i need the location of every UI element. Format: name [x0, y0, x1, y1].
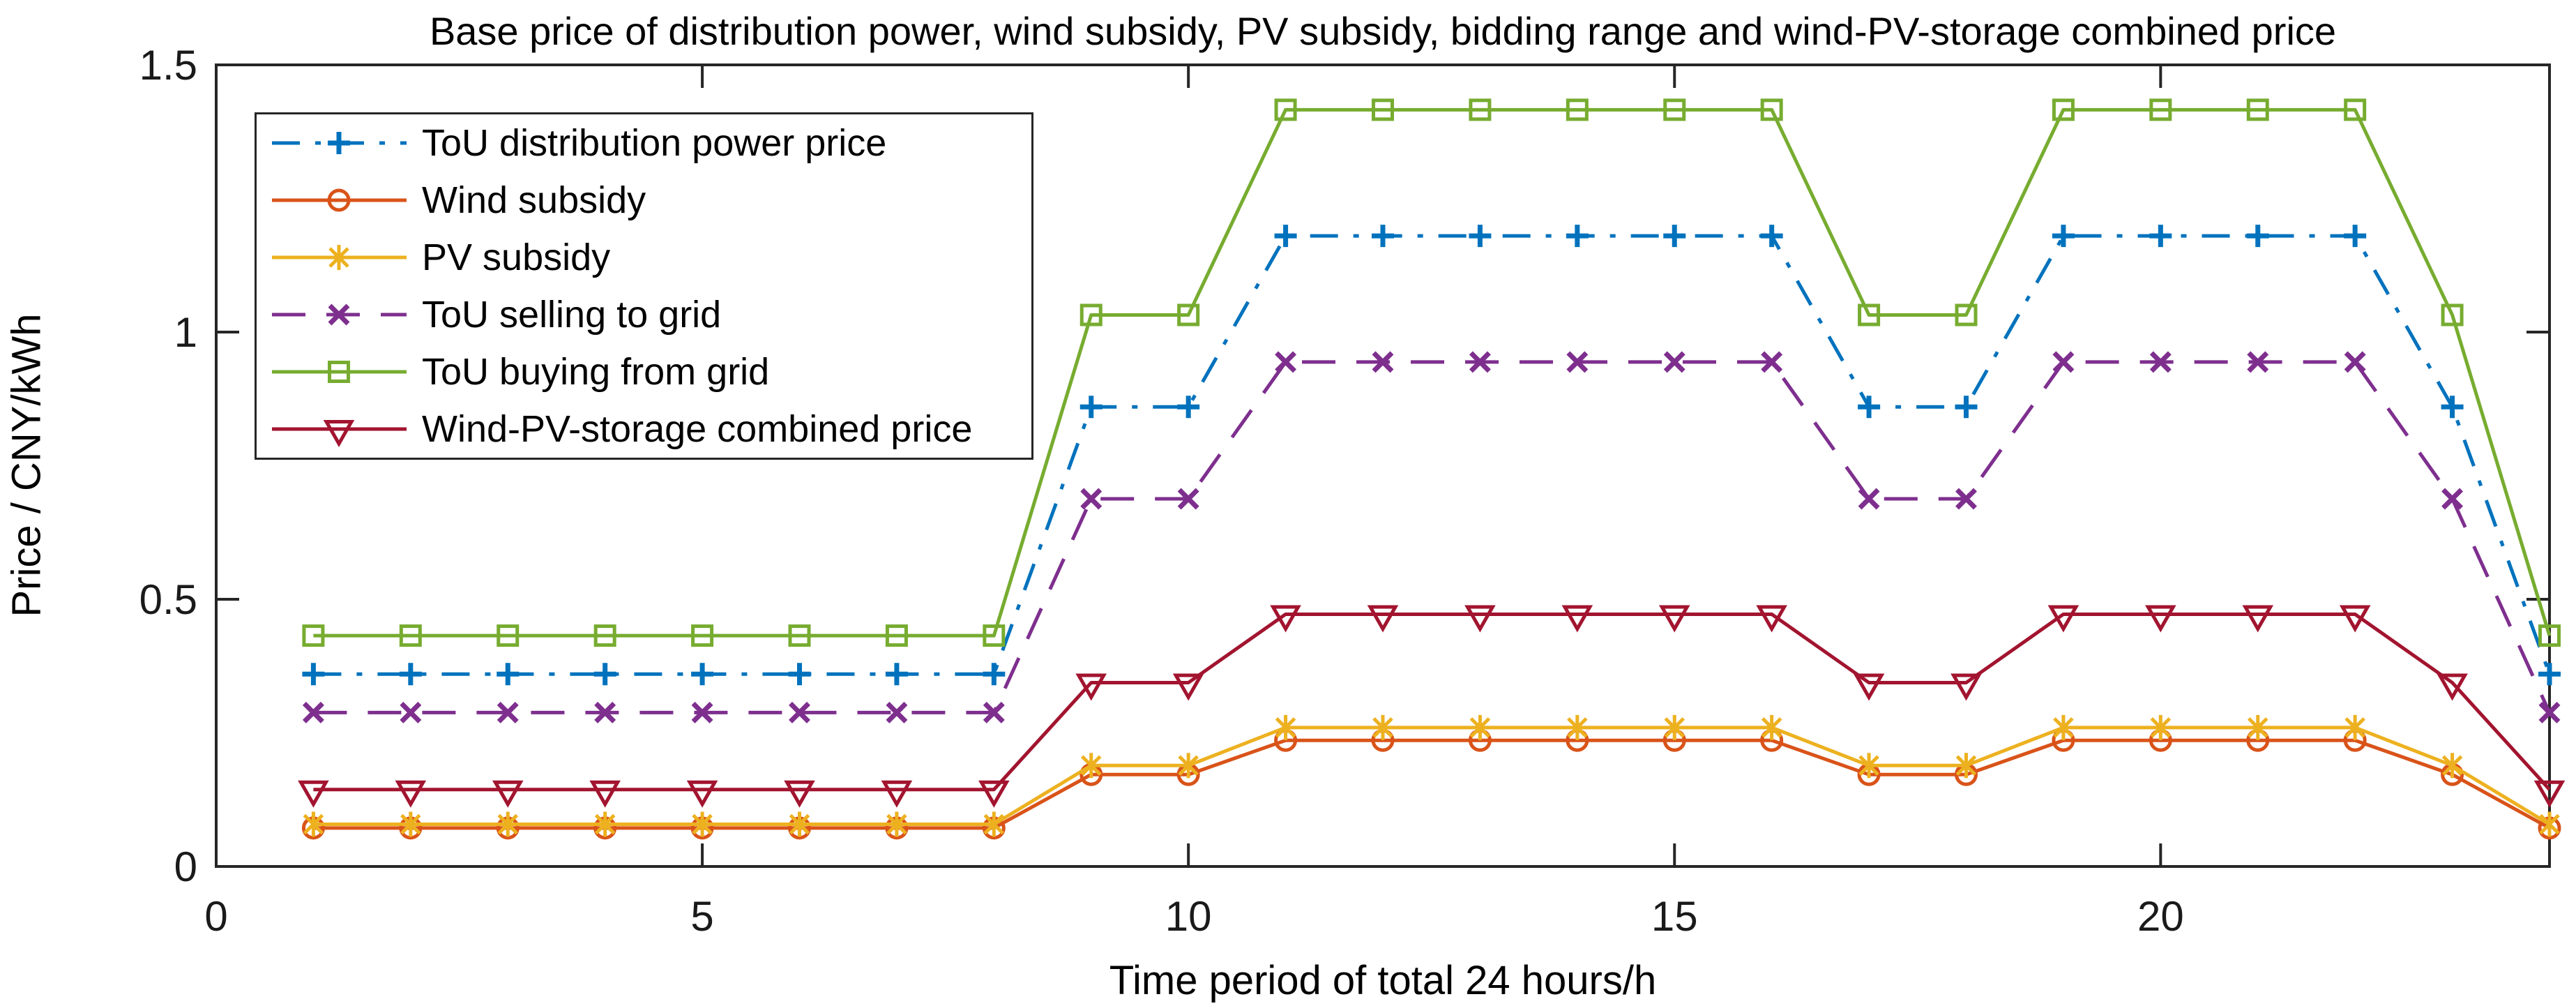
- x-axis-label: Time period of total 24 hours/h: [1109, 958, 1657, 1003]
- series-tou-buying-from-grid: [302, 98, 2561, 647]
- legend-line-sample-icon: [272, 303, 407, 326]
- chart-title: Base price of distribution power, wind s…: [429, 9, 2337, 53]
- y-axis-label: Price / CNY/kWh: [3, 313, 50, 617]
- legend-label: ToU selling to grid: [422, 294, 722, 336]
- legend-label: PV subsidy: [422, 237, 611, 278]
- x-tick-label: 20: [2137, 893, 2184, 940]
- y-tick-label: 1.5: [139, 42, 197, 89]
- legend-item-tou-selling-to-grid: ToU selling to grid: [257, 286, 1031, 343]
- legend-label: ToU buying from grid: [422, 351, 770, 393]
- legend-item-tou-buying-from-grid: ToU buying from grid: [257, 343, 1031, 400]
- legend-line-sample-icon: [272, 245, 407, 270]
- y-tick-label: 0.5: [139, 576, 197, 623]
- legend-item-pv-subsidy: PV subsidy: [257, 229, 1031, 286]
- legend-item-wind-pv-storage-combined-price: Wind-PV-storage combined price: [257, 400, 1031, 458]
- series-wind-subsidy: [301, 728, 2561, 840]
- series-tou-distribution-power-price: [302, 225, 2561, 686]
- x-tick-label: 0: [204, 893, 227, 940]
- axis-ticks: [215, 63, 2550, 868]
- legend: ToU distribution power price Wind subsid…: [255, 112, 1033, 460]
- legend-line-sample-icon: [272, 188, 407, 212]
- legend-label: Wind subsidy: [422, 179, 646, 221]
- axes-box: [215, 63, 2551, 868]
- legend-line-sample-icon: [272, 420, 407, 448]
- series-tou-selling-to-grid: [302, 351, 2561, 723]
- tick-labels: 0 5 10 15 20 0 0.5 1 1.5: [139, 42, 2184, 940]
- legend-item-wind-subsidy: Wind subsidy: [257, 172, 1031, 229]
- x-tick-label: 15: [1651, 893, 1698, 940]
- x-tick-label: 5: [690, 893, 713, 940]
- series-wind-pv-storage-combined-price: [298, 605, 2566, 808]
- legend-line-sample-icon: [272, 132, 407, 154]
- legend-line-sample-icon: [272, 361, 407, 383]
- legend-label: ToU distribution power price: [422, 122, 887, 164]
- y-tick-label: 0: [174, 843, 197, 890]
- legend-item-tou-distribution-power-price: ToU distribution power price: [257, 114, 1031, 172]
- series-pv-subsidy: [303, 714, 2560, 837]
- x-tick-label: 10: [1165, 893, 1212, 940]
- legend-label: Wind-PV-storage combined price: [422, 408, 973, 450]
- y-tick-label: 1: [174, 309, 197, 356]
